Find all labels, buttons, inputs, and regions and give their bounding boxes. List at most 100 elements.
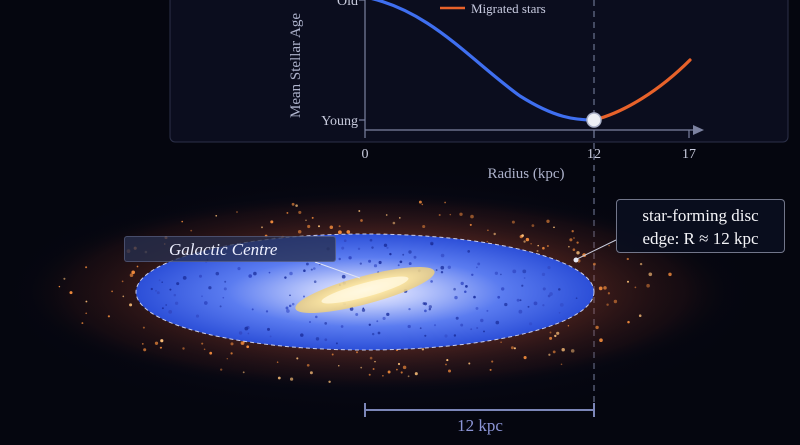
halo-star: [470, 214, 474, 219]
halo-star: [69, 291, 73, 295]
series-inside-disc-line: [370, 0, 596, 122]
disc-star: [309, 321, 311, 323]
halo-star: [613, 299, 618, 304]
halo-star: [309, 371, 313, 375]
disc-star: [150, 287, 153, 291]
disc-star: [407, 324, 411, 329]
halo-star: [525, 237, 530, 242]
disc-star: [269, 335, 272, 338]
disc-star: [533, 301, 538, 306]
halo-star: [295, 204, 298, 207]
halo-star: [607, 292, 611, 295]
halo-star: [209, 351, 213, 355]
disc-star: [305, 262, 309, 266]
disc-star: [408, 250, 412, 254]
halo-star: [448, 369, 451, 373]
disc-star: [444, 334, 448, 338]
disc-star: [324, 338, 328, 342]
disc-star: [522, 269, 527, 274]
halo-star: [595, 325, 599, 330]
halo-star: [372, 368, 375, 370]
disc-star: [349, 307, 354, 311]
halo-star: [329, 225, 334, 229]
halo-star: [627, 280, 629, 283]
disc-star: [422, 302, 426, 305]
halo-star: [129, 273, 134, 277]
halo-star: [634, 286, 637, 289]
halo-star: [58, 285, 61, 288]
disc-star: [251, 308, 254, 311]
disc-star: [174, 301, 179, 305]
halo-star: [136, 265, 139, 268]
halo-star: [402, 365, 407, 370]
disc-edge-line-1: star-forming disc: [642, 206, 759, 225]
disc-star: [453, 334, 457, 337]
disc-star: [476, 326, 479, 330]
halo-star: [553, 226, 555, 229]
minimum-age-marker: [586, 112, 602, 128]
disc-star: [168, 310, 173, 314]
halo-star: [346, 230, 351, 234]
centre-leader-line: [314, 261, 361, 279]
halo-star: [220, 368, 223, 371]
disc-star: [428, 307, 432, 311]
halo-star: [181, 220, 184, 223]
halo-star: [646, 283, 650, 288]
halo-star: [63, 277, 66, 280]
disc-star: [430, 280, 433, 283]
halo-star: [374, 360, 376, 363]
disc-star: [201, 295, 203, 298]
halo-star: [446, 359, 449, 362]
disc-edge-line-2: edge: R ≈ 12 kpc: [642, 229, 759, 248]
halo-star: [276, 361, 279, 363]
x-tick-label-12: 12: [587, 147, 601, 162]
disc-star: [504, 302, 508, 307]
disc-star: [310, 268, 313, 271]
disc-star: [253, 271, 257, 276]
halo-star: [549, 336, 553, 340]
disc-star: [500, 273, 502, 276]
y-tick-label-old: Old: [337, 0, 358, 9]
halo-star: [289, 377, 294, 381]
scale-bar-label: 12 kpc: [457, 416, 503, 435]
disc-star: [288, 304, 292, 308]
halo-star: [568, 245, 570, 248]
disc-star: [173, 293, 177, 297]
halo-star: [421, 348, 425, 351]
x-tick-label-0: 0: [362, 147, 369, 162]
halo-star: [203, 348, 206, 351]
disc-star: [369, 238, 373, 242]
disc-star: [303, 295, 305, 298]
halo-star: [500, 341, 502, 344]
disc-star: [155, 289, 157, 292]
halo-star: [511, 220, 515, 224]
halo-star: [242, 371, 245, 374]
disc-star: [224, 280, 227, 283]
disc-star: [161, 281, 163, 284]
halo-star: [201, 342, 204, 345]
disc-star: [497, 295, 501, 299]
halo-star: [510, 346, 514, 350]
disc-star: [460, 281, 464, 286]
x-axis-arrow-icon: [693, 125, 704, 135]
disc-star: [455, 316, 459, 320]
halo-star: [240, 341, 245, 345]
halo-star: [523, 240, 526, 243]
halo-star: [459, 212, 463, 216]
halo-star: [286, 211, 289, 214]
halo-star: [317, 225, 321, 228]
halo-star: [552, 350, 556, 354]
disc-star: [237, 267, 241, 271]
halo-star: [129, 303, 133, 307]
halo-star: [81, 322, 84, 325]
disc-star: [433, 324, 437, 327]
halo-star: [236, 211, 238, 213]
halo-star: [215, 214, 218, 217]
halo-star: [668, 272, 672, 277]
halo-star: [297, 230, 302, 234]
disc-star: [158, 279, 161, 282]
halo-star: [261, 226, 263, 229]
halo-star: [626, 257, 629, 261]
disc-star: [182, 276, 187, 280]
disc-star: [383, 243, 388, 248]
